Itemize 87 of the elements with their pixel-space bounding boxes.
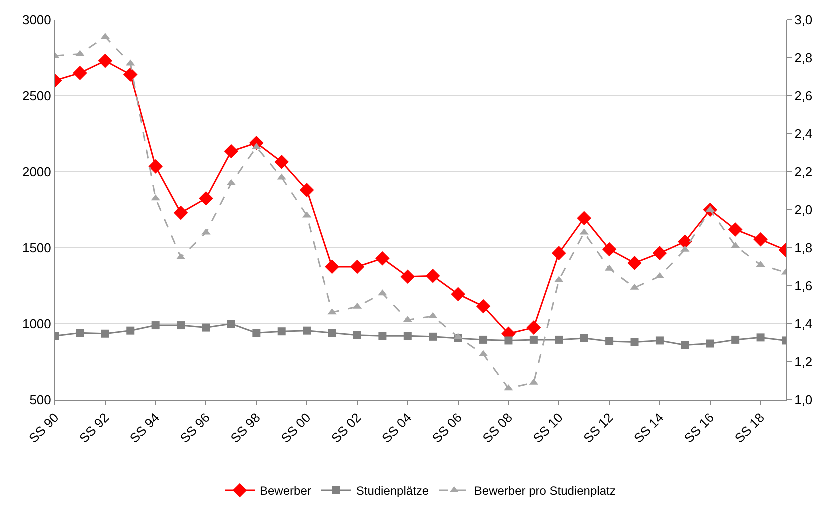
y2-tick-label: 2,8 xyxy=(794,50,813,66)
point xyxy=(378,332,387,340)
x-tick-label: SS 92 xyxy=(76,410,112,446)
y2-tick-label: 1,6 xyxy=(794,278,813,294)
point xyxy=(504,336,513,345)
y2-tick-label: 3,0 xyxy=(794,12,813,28)
x-tick-label: SS 16 xyxy=(681,410,718,446)
point xyxy=(577,211,592,226)
x-tick-label: SS 10 xyxy=(530,410,566,446)
point xyxy=(606,337,614,346)
point xyxy=(602,242,617,257)
y2-tick-label: 1,8 xyxy=(794,240,813,256)
x-tick-label: SS 14 xyxy=(631,410,667,446)
point xyxy=(76,329,84,338)
point xyxy=(376,251,390,266)
point xyxy=(328,329,336,338)
y2-tick-label: 2,6 xyxy=(794,88,813,104)
point xyxy=(177,322,186,330)
y-tick-label: 1000 xyxy=(22,316,52,332)
x-tick-label: SS 98 xyxy=(228,410,264,446)
x-tick-label: SS 00 xyxy=(278,410,314,446)
point xyxy=(224,144,239,159)
point xyxy=(303,326,312,335)
x-tick-label: SS 12 xyxy=(580,410,616,446)
point xyxy=(252,329,261,338)
y2-tick-label: 2,0 xyxy=(794,202,813,218)
point xyxy=(325,260,340,274)
point xyxy=(426,268,440,284)
point xyxy=(98,54,113,68)
point xyxy=(728,222,743,237)
y2-tick-label: 1,0 xyxy=(794,392,813,408)
point xyxy=(227,320,236,328)
point xyxy=(480,336,488,344)
point xyxy=(101,330,110,338)
point xyxy=(754,232,768,247)
point xyxy=(451,287,466,302)
point xyxy=(732,336,740,344)
x-tick-label: SS 96 xyxy=(177,410,213,446)
point xyxy=(274,154,290,170)
x-tick-label: SS 04 xyxy=(378,410,415,446)
point xyxy=(552,246,566,260)
y2-tick-label: 2,2 xyxy=(794,164,813,180)
x-tick-label: SS 02 xyxy=(328,410,364,446)
y-tick-label: 2500 xyxy=(22,88,52,104)
y-tick-label: 500 xyxy=(30,392,52,408)
x-tick-label: SS 94 xyxy=(126,410,163,446)
point xyxy=(555,336,564,344)
y-tick-label: 1500 xyxy=(22,240,52,256)
y-tick-label: 2000 xyxy=(22,164,52,180)
point xyxy=(404,332,412,340)
x-tick-label: SS 08 xyxy=(480,410,516,446)
point xyxy=(126,326,135,335)
point xyxy=(630,338,639,346)
point xyxy=(526,320,542,335)
legend-label: Bewerber pro Studienplatz xyxy=(474,484,616,498)
point xyxy=(202,324,210,332)
point xyxy=(300,183,314,198)
point xyxy=(706,340,714,348)
x-tick-label: SS 18 xyxy=(732,410,768,446)
point xyxy=(174,206,188,220)
y-tick-label: 3000 xyxy=(22,12,52,28)
legend-label: Bewerber xyxy=(260,484,312,498)
y2-tick-label: 2,4 xyxy=(794,126,813,142)
point xyxy=(652,246,668,260)
point xyxy=(350,260,365,274)
point xyxy=(580,334,588,342)
point xyxy=(148,160,163,174)
point xyxy=(199,191,214,206)
point xyxy=(123,68,138,82)
point xyxy=(678,234,692,250)
point xyxy=(681,341,690,350)
point xyxy=(400,270,416,284)
x-tick-label: SS 06 xyxy=(429,410,466,446)
legend-label: Studienplätze xyxy=(356,484,430,498)
point xyxy=(756,334,765,342)
point xyxy=(152,322,160,330)
y2-tick-label: 1,2 xyxy=(794,354,813,370)
point xyxy=(429,332,438,341)
point xyxy=(656,336,664,345)
point xyxy=(73,66,88,80)
point xyxy=(353,331,362,340)
point xyxy=(278,328,286,336)
x-tick-label: SS 90 xyxy=(26,410,62,446)
point xyxy=(628,256,642,270)
point xyxy=(530,336,538,344)
point xyxy=(476,299,491,314)
y2-tick-label: 1,4 xyxy=(794,316,813,332)
